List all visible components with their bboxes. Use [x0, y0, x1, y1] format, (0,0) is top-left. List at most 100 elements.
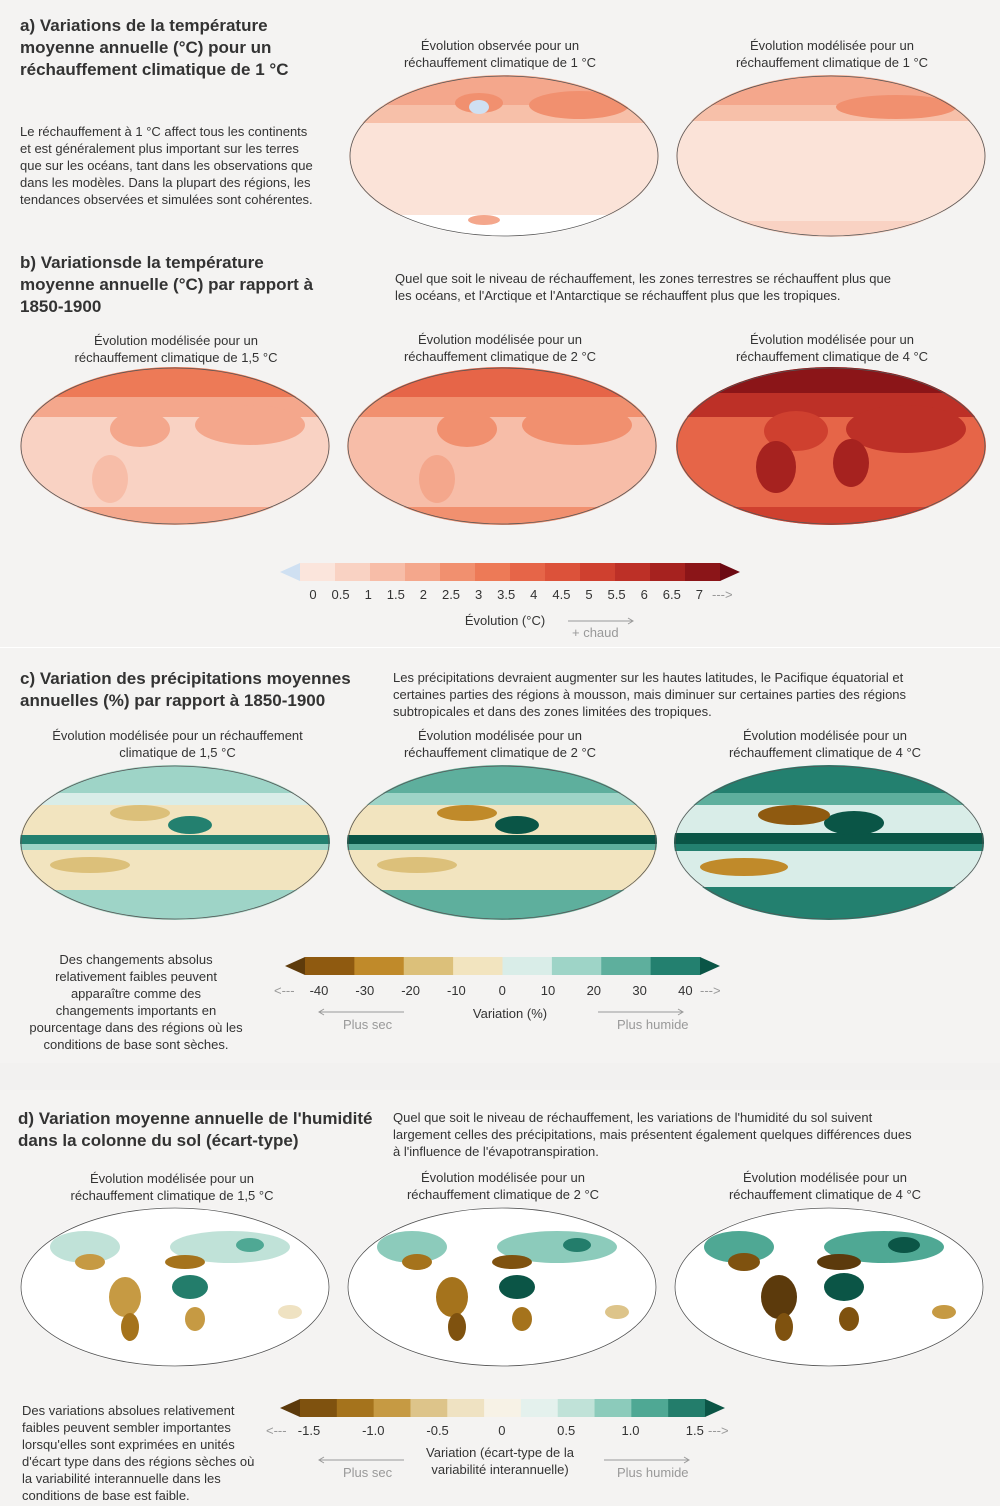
map-c1-caption: Évolution modélisée pour un réchauffemen… [52, 728, 303, 760]
map-a1-observed-1c [349, 75, 659, 237]
temperature-colorbar-segment [405, 563, 441, 581]
map-b1-modelled-1-5c [20, 367, 330, 525]
temperature-legend-label: Évolution (°C) [464, 613, 546, 628]
colorbar-tick-label: 2 [419, 587, 428, 602]
warmer-label: + chaud [572, 625, 619, 640]
soil-moisture-colorbar-right-arrow [705, 1399, 725, 1417]
drier-arrow-icon [318, 1008, 404, 1016]
colorbar-tick-label: 1.5 [386, 587, 405, 602]
panel-d-title: d) Variation moyenne annuelle de l'humid… [18, 1109, 373, 1150]
map-d2-caption: Évolution modélisée pour un réchauffemen… [406, 1170, 600, 1202]
separator [0, 647, 1000, 648]
colorbar-tick-label: -20 [401, 983, 420, 998]
soil-moisture-colorbar-segment [520, 1399, 559, 1417]
panel-c: c) Variation des précipitations moyennes… [0, 648, 1000, 1063]
temperature-colorbar-segment [615, 563, 651, 581]
colorbar-tick-label: 3 [474, 587, 483, 602]
temperature-colorbar-segment [475, 563, 511, 581]
soil-moisture-colorbar-segment [557, 1399, 596, 1417]
temperature-colorbar-segment [545, 563, 581, 581]
colorbar-tick-label: 10 [540, 983, 556, 998]
soil-less-arrow: <--- [266, 1423, 287, 1438]
colorbar-tick-label: 3.5 [497, 587, 516, 602]
soil-wetter-arrow-icon [604, 1456, 690, 1464]
panel-d-note: Des variations absolues relativement fai… [22, 1403, 255, 1503]
map-b3-modelled-4c [676, 367, 986, 525]
colorbar-tick-label: 20 [586, 983, 602, 998]
colorbar-tick-label: -1.5 [297, 1423, 321, 1438]
panel-b-title: b) Variationsde la température moyenne a… [20, 253, 314, 316]
temperature-colorbar-left-arrow [280, 563, 300, 581]
colorbar-tick-label: -1.0 [362, 1423, 385, 1438]
wetter-label: Plus humide [617, 1017, 689, 1032]
map-c3-modelled-4c [674, 765, 984, 920]
map-a2-modelled-1c [676, 75, 986, 237]
temperature-colorbar-segment [650, 563, 686, 581]
temperature-more-arrow: ---> [712, 587, 733, 602]
temperature-colorbar-right-arrow [720, 563, 740, 581]
temperature-colorbar-segment [440, 563, 476, 581]
precipitation-colorbar [285, 957, 720, 975]
panel-b: b) Variationsde la température moyenne a… [0, 245, 1000, 647]
colorbar-tick-label: 4 [530, 587, 538, 602]
colorbar-tick-label: 5 [585, 587, 593, 602]
soil-moisture-colorbar-segment [668, 1399, 706, 1417]
colorbar-tick-label: 1 [364, 587, 372, 602]
colorbar-tick-label: 0 [498, 983, 506, 998]
temperature-colorbar-segment [580, 563, 616, 581]
colorbar-tick-label: 6 [640, 587, 648, 602]
soil-drier-label: Plus sec [343, 1465, 393, 1480]
panel-a: a) Variations de la température moyenne … [0, 0, 1000, 245]
temperature-colorbar-segment [335, 563, 371, 581]
soil-drier-arrow-icon [318, 1456, 404, 1464]
temperature-colorbar-segment [300, 563, 336, 581]
soil-moisture-colorbar-left-arrow [280, 1399, 300, 1417]
precipitation-colorbar-segment [453, 957, 503, 975]
soil-moisture-colorbar [280, 1399, 725, 1417]
colorbar-tick-label: 4.5 [552, 587, 571, 602]
panel-c-note: Des changements absolus relativement fai… [29, 952, 243, 1052]
map-d1-modelled-1-5c [20, 1207, 330, 1367]
map-b3-caption: Évolution modélisée pour un réchauffemen… [735, 332, 929, 364]
precipitation-legend-label: Variation (%) [472, 1006, 548, 1021]
precipitation-less-arrow: <--- [274, 983, 295, 998]
map-a1-caption: Évolution observée pour un réchauffement… [403, 38, 597, 70]
temperature-colorbar-segment [370, 563, 406, 581]
precipitation-colorbar-segment [551, 957, 602, 975]
map-d3-modelled-4c [674, 1207, 984, 1367]
soil-more-arrow: ---> [708, 1423, 729, 1438]
colorbar-tick-label: 0 [309, 587, 317, 602]
precipitation-colorbar-right-arrow [700, 957, 720, 975]
precipitation-colorbar-left-arrow [285, 957, 305, 975]
precipitation-more-arrow: ---> [700, 983, 721, 998]
drier-label: Plus sec [343, 1017, 393, 1032]
colorbar-tick-label: 1.5 [685, 1423, 704, 1438]
colorbar-tick-label: -0.5 [426, 1423, 449, 1438]
colorbar-tick-label: -40 [309, 983, 329, 998]
soil-moisture-colorbar-segment [300, 1399, 338, 1417]
warmer-arrow-icon [568, 617, 634, 625]
colorbar-tick-label: 1.0 [621, 1423, 640, 1438]
map-c2-modelled-2c [347, 765, 657, 920]
precipitation-colorbar-segment [354, 957, 405, 975]
soil-moisture-colorbar-segment [336, 1399, 375, 1417]
temperature-colorbar [280, 563, 740, 581]
panel-d: d) Variation moyenne annuelle de l'humid… [0, 1090, 1000, 1506]
panel-a-description: Le réchauffement à 1 °C affect tous les … [20, 124, 313, 207]
colorbar-tick-label: 0.5 [557, 1423, 576, 1438]
colorbar-tick-label: 40 [678, 983, 693, 998]
soil-moisture-colorbar-segment [631, 1399, 669, 1417]
soil-moisture-legend-label: Variation (écart-type de la variabilité … [426, 1445, 574, 1477]
colorbar-tick-label: 0 [498, 1423, 506, 1438]
soil-moisture-colorbar-segment [447, 1399, 485, 1417]
map-c2-caption: Évolution modélisée pour un réchauffemen… [403, 728, 597, 760]
map-b2-modelled-2c [347, 367, 657, 525]
panel-a-title: a) Variations de la température moyenne … [20, 16, 289, 79]
map-c3-caption: Évolution modélisée pour un réchauffemen… [728, 728, 922, 760]
panel-c-title: c) Variation des précipitations moyennes… [20, 669, 351, 710]
precipitation-colorbar-segment [502, 957, 553, 975]
soil-wetter-label: Plus humide [617, 1465, 689, 1480]
map-a2-caption: Évolution modélisée pour un réchauffemen… [735, 38, 929, 70]
colorbar-tick-label: 5.5 [607, 587, 626, 602]
colorbar-tick-label: -10 [446, 983, 466, 998]
